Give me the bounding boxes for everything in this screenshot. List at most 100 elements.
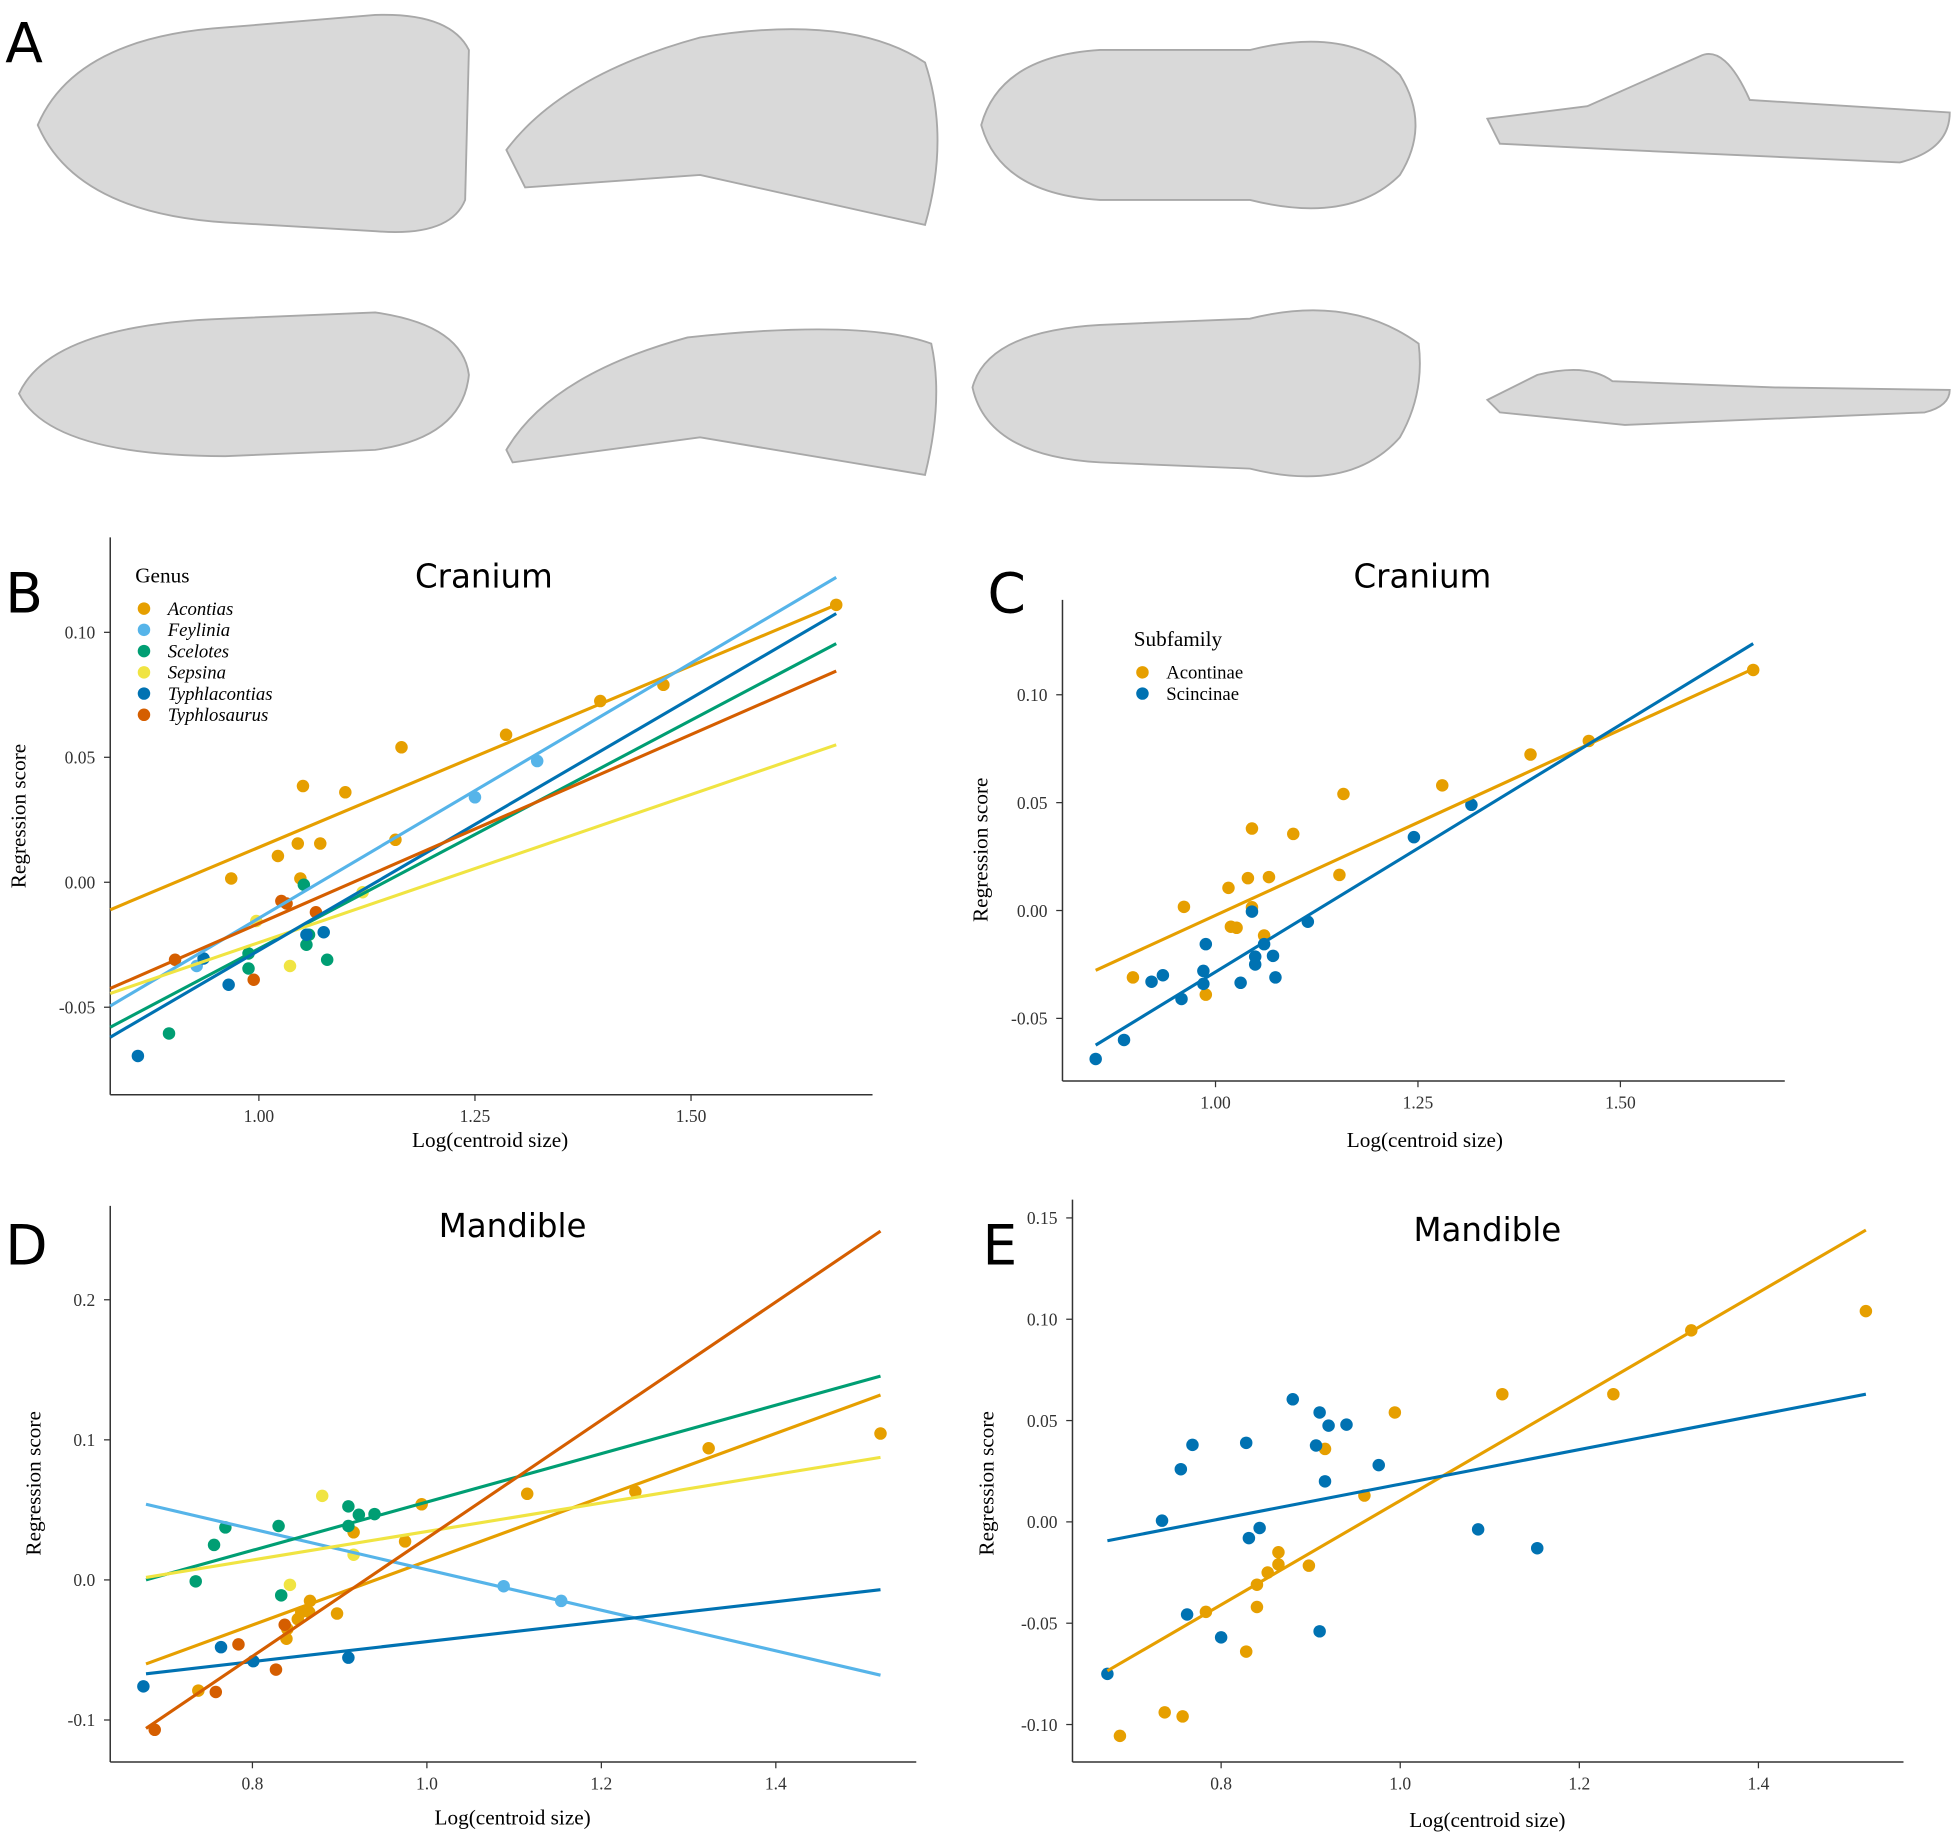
data-point [1471,1523,1485,1536]
data-point [1269,971,1282,984]
legend-label: Feylinia [167,620,230,641]
skull-dorsal [36,13,470,233]
legend-title: Genus [135,563,189,587]
data-point [1241,871,1255,885]
data-point [232,1638,245,1651]
fit-line [145,1502,881,1677]
data-point [1309,1439,1323,1452]
legend-swatch [1136,687,1149,700]
data-point [131,1049,145,1063]
legend-swatch [137,687,151,700]
y-tick-label: 0.1 [73,1430,95,1450]
fit-line [109,743,837,995]
data-point [242,962,255,975]
data-point [1174,1462,1188,1476]
y-tick-label: 0.00 [65,873,96,893]
data-point [330,1607,344,1620]
data-point [189,1575,202,1588]
data-point [1530,1541,1544,1555]
data-point [1465,798,1478,812]
data-point [1239,1436,1253,1450]
skull-renders [17,13,1951,478]
data-point [1197,964,1210,978]
data-point [1239,1645,1253,1658]
data-point [1266,949,1280,963]
panel-label: A [5,11,43,75]
y-tick-label: 0.0 [73,1570,95,1590]
data-point [297,878,311,892]
data-point [137,1680,150,1693]
data-point [1214,1631,1228,1644]
y-axis-label: Regression score [968,778,992,922]
fit-line [109,642,837,1029]
y-tick-label: 0.10 [1017,685,1048,705]
skull-ventral [971,309,1421,478]
fit-line [1094,642,1755,1047]
x-tick-label: 1.0 [416,1774,438,1794]
data-point [1302,1559,1316,1572]
data-point [291,837,305,850]
x-tick-label: 1.25 [460,1106,491,1126]
x-tick-label: 1.00 [1200,1092,1231,1112]
x-tick-label: 1.2 [590,1774,612,1794]
mandible-lateral [1485,369,1951,426]
data-point [1155,1514,1169,1527]
x-axis-label: Log(centroid size) [1347,1128,1503,1152]
y-tick-label: 0.05 [65,748,96,768]
chart-title: Mandible [1413,1211,1561,1249]
x-axis-label: Log(centroid size) [435,1806,591,1830]
legend-swatch [137,602,151,615]
x-tick-label: 0.8 [1210,1774,1232,1794]
legend-title: Subfamily [1134,627,1223,651]
data-point [1234,976,1247,990]
data-point [278,1618,291,1631]
data-point [317,925,330,939]
data-point [272,1519,285,1533]
data-point [1186,1438,1199,1452]
data-point [283,959,297,973]
data-point [283,1578,297,1592]
data-point [398,1535,412,1548]
data-point [1245,822,1259,835]
x-tick-label: 1.2 [1568,1774,1590,1794]
data-point [224,872,238,885]
legend-label: Typhlacontias [168,684,273,705]
data-point [342,1500,355,1513]
chart-title: Cranium [1353,557,1491,595]
fit-line [1107,1392,1867,1543]
x-tick-label: 1.25 [1403,1092,1434,1112]
chart-panel: 0.8 1.0 1.2 1.4 -0.10 -0.05 0.00 0.05 0.10 0.15 E M… [975,1199,1904,1832]
x-tick-label: 1.0 [1389,1774,1411,1794]
legend-swatch [137,623,151,637]
data-point [1313,1625,1326,1638]
data-point [499,728,513,742]
data-point [1176,1710,1189,1723]
data-point [271,849,285,863]
data-point [207,1538,221,1552]
data-point [1272,1558,1285,1571]
data-point [1272,1546,1285,1559]
fit-line [145,1588,881,1676]
y-axis-label: Regression score [6,744,30,888]
data-point [1180,1608,1194,1621]
data-point [1287,827,1300,841]
legend-label: Acontinae [1166,663,1243,684]
data-point [162,1027,176,1040]
fit-line [145,1393,882,1666]
data-point [395,741,408,754]
panel-label: E [982,1214,1017,1278]
data-point [1388,1406,1402,1419]
y-tick-label: 0.00 [1027,1512,1058,1532]
data-point [1222,881,1235,895]
data-point [315,1489,329,1503]
data-point [269,1663,283,1676]
x-axis-label: Log(centroid size) [1409,1808,1565,1832]
data-point [1117,1033,1131,1047]
data-point [1262,870,1276,884]
data-point [352,1508,366,1522]
y-tick-label: 0.15 [1027,1208,1058,1228]
x-tick-label: 1.00 [244,1106,275,1126]
chart-title: Cranium [415,557,553,595]
x-tick-label: 1.4 [1747,1774,1769,1794]
